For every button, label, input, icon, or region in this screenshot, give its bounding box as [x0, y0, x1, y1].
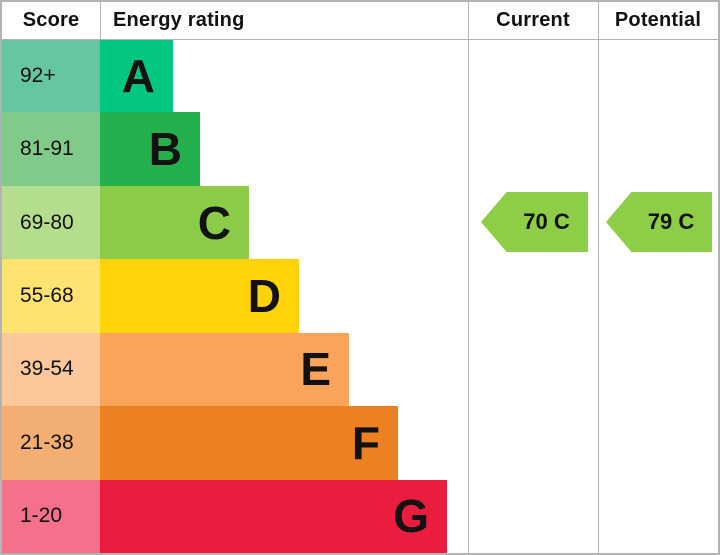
band-row-d: 55-68 D — [2, 259, 718, 333]
score-range-cell: 55-68 — [2, 259, 100, 333]
score-range-label: 1-20 — [20, 504, 63, 528]
score-header-divider — [100, 2, 101, 39]
potential-column-divider — [598, 2, 599, 553]
potential-rating-label: 79 C — [647, 209, 695, 234]
score-range-cell: 1-20 — [2, 479, 100, 553]
score-range-cell: 92+ — [2, 39, 100, 113]
chart-header-row: Score Energy rating Current Potential — [2, 2, 718, 39]
band-row-c: 69-80 C — [2, 185, 718, 260]
band-letter: A — [121, 49, 155, 102]
band-row-b: 81-91 B — [2, 112, 718, 186]
rating-bar-g: G — [100, 479, 447, 553]
score-range-cell: 69-80 — [2, 185, 100, 260]
current-column-divider — [468, 2, 469, 553]
score-range-label: 81-91 — [20, 137, 74, 161]
score-range-cell: 39-54 — [2, 332, 100, 407]
potential-rating-arrow: 79 C — [606, 192, 712, 252]
score-range-label: 21-38 — [20, 430, 74, 454]
band-letter: G — [393, 490, 429, 543]
band-rows: 92+ A 81-91 B 69-80 C 55-68 D 39-54 E 21… — [2, 39, 718, 553]
current-rating-arrow: 70 C — [481, 192, 588, 252]
header-divider — [2, 39, 718, 40]
score-range-label: 39-54 — [20, 357, 74, 381]
band-row-g: 1-20 G — [2, 479, 718, 553]
rating-bar-a: A — [100, 39, 173, 113]
score-range-cell: 81-91 — [2, 112, 100, 186]
band-letter: F — [351, 416, 380, 469]
rating-bar-c: C — [100, 185, 249, 260]
band-row-f: 21-38 F — [2, 406, 718, 480]
energy-rating-column-header: Energy rating — [113, 9, 245, 31]
band-row-e: 39-54 E — [2, 332, 718, 407]
score-range-label: 92+ — [20, 63, 56, 87]
rating-bar-d: D — [100, 259, 299, 333]
current-column-header: Current — [496, 9, 570, 31]
score-range-label: 55-68 — [20, 283, 74, 307]
rating-bar-e: E — [100, 332, 349, 407]
band-letter: D — [247, 269, 281, 322]
score-column-header: Score — [22, 9, 80, 31]
rating-bar-f: F — [100, 406, 398, 480]
band-letter: C — [197, 196, 231, 249]
rating-bar-b: B — [100, 112, 200, 186]
potential-column-header: Potential — [614, 9, 702, 31]
band-letter: B — [148, 123, 182, 176]
score-range-label: 69-80 — [20, 210, 74, 234]
score-range-cell: 21-38 — [2, 406, 100, 480]
band-letter: E — [300, 343, 331, 396]
current-rating-label: 70 C — [523, 209, 570, 234]
band-row-a: 92+ A — [2, 39, 718, 113]
